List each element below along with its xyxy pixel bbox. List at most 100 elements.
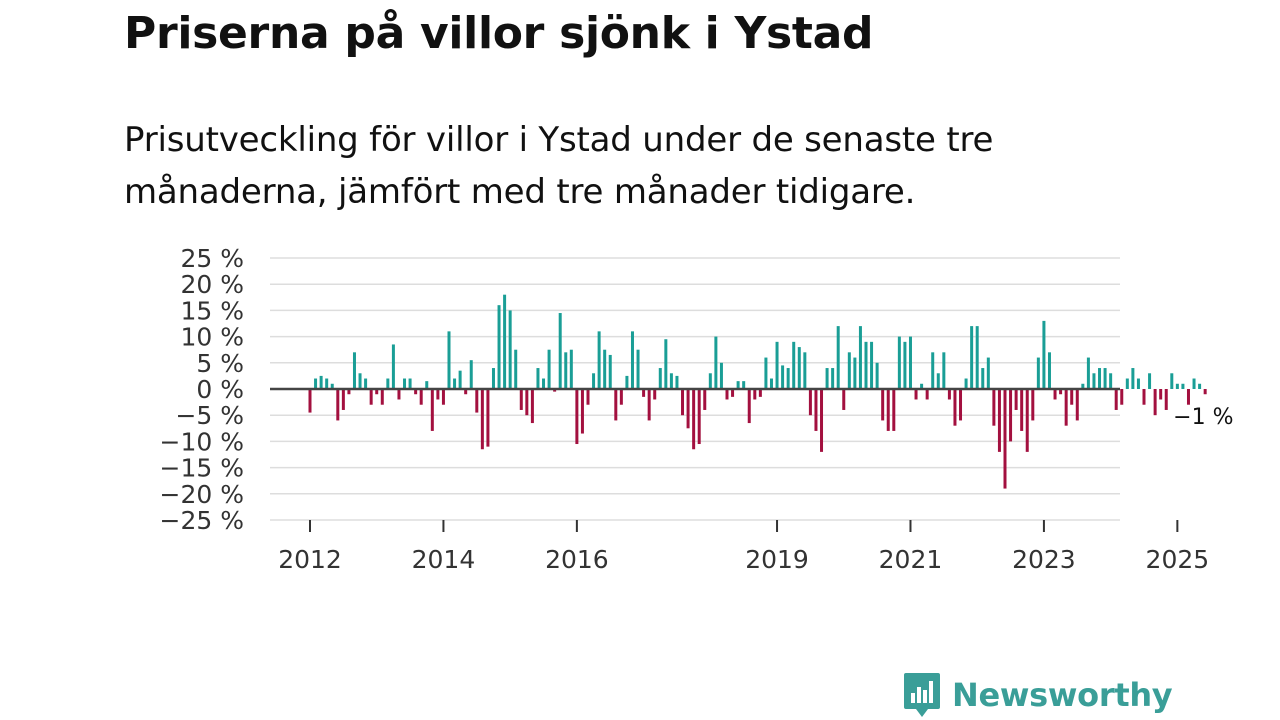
bar xyxy=(375,389,379,395)
y-tick-label: 10 % xyxy=(180,323,244,352)
y-tick-label: −20 % xyxy=(160,480,244,509)
bar xyxy=(419,389,423,405)
bar xyxy=(486,389,490,447)
bar xyxy=(497,305,501,389)
bar xyxy=(564,352,568,389)
bar xyxy=(781,365,785,389)
bar xyxy=(1148,373,1152,389)
bar xyxy=(619,389,623,405)
bar xyxy=(714,336,718,389)
y-tick-label: 20 % xyxy=(180,270,244,299)
bar xyxy=(558,313,562,389)
last-value-label: −1 % xyxy=(1173,405,1233,430)
bar xyxy=(814,389,818,431)
bar xyxy=(669,373,673,389)
bar xyxy=(1098,368,1102,389)
bar xyxy=(970,326,974,389)
bar xyxy=(742,381,746,389)
newsworthy-logo-icon xyxy=(904,673,940,717)
bar xyxy=(1042,320,1046,389)
y-axis: 25 %20 %15 %10 %5 %0 %−5 %−10 %−15 %−20 … xyxy=(160,244,244,535)
bar xyxy=(580,389,584,434)
bar xyxy=(1114,389,1118,410)
bar xyxy=(1009,389,1013,442)
bar xyxy=(842,389,846,410)
bar xyxy=(1014,389,1018,410)
bar xyxy=(325,378,329,389)
bar xyxy=(330,383,334,389)
bar xyxy=(975,326,979,389)
bar xyxy=(870,341,874,389)
bar xyxy=(319,375,323,389)
bar xyxy=(542,378,546,389)
bar xyxy=(886,389,890,431)
bar xyxy=(1164,389,1168,410)
bar xyxy=(858,326,862,389)
bar xyxy=(920,383,924,389)
bar xyxy=(469,360,473,389)
bar xyxy=(369,389,373,405)
bar xyxy=(825,368,829,389)
bar xyxy=(403,378,407,389)
bar xyxy=(1070,389,1074,405)
bar xyxy=(1025,389,1029,452)
x-tick-label: 2014 xyxy=(412,545,476,574)
y-tick-label: −25 % xyxy=(160,506,244,535)
bar xyxy=(731,389,735,397)
bar xyxy=(1125,378,1129,389)
bar xyxy=(997,389,1001,452)
bar xyxy=(441,389,445,405)
bar xyxy=(314,378,318,389)
bar xyxy=(1031,389,1035,421)
bar xyxy=(547,349,551,389)
bar xyxy=(681,389,685,416)
bar xyxy=(1170,373,1174,389)
bar xyxy=(797,347,801,389)
x-tick-label: 2019 xyxy=(745,545,809,574)
bar xyxy=(352,352,356,389)
chart-title: Priserna på villor sjönk i Ystad xyxy=(124,8,874,59)
bar xyxy=(464,389,468,395)
bar xyxy=(1059,389,1063,395)
bar xyxy=(747,389,751,424)
bar xyxy=(808,389,812,416)
bar xyxy=(664,339,668,389)
bar xyxy=(914,389,918,400)
bar xyxy=(836,326,840,389)
bar xyxy=(892,389,896,431)
bar xyxy=(592,373,596,389)
bar xyxy=(992,389,996,426)
bar xyxy=(586,389,590,405)
x-tick-label: 2023 xyxy=(1012,545,1076,574)
x-tick-label: 2016 xyxy=(545,545,609,574)
bar xyxy=(942,352,946,389)
bar xyxy=(475,389,479,413)
bar xyxy=(1086,357,1090,389)
y-tick-label: −15 % xyxy=(160,454,244,483)
bar xyxy=(864,341,868,389)
bar xyxy=(964,378,968,389)
bar xyxy=(1109,373,1113,389)
bar xyxy=(397,389,401,400)
bar xyxy=(847,352,851,389)
bar xyxy=(1020,389,1024,431)
bar xyxy=(1203,389,1207,395)
bar xyxy=(803,352,807,389)
bar xyxy=(708,373,712,389)
bar xyxy=(764,357,768,389)
bar xyxy=(614,389,618,421)
bar xyxy=(758,389,762,397)
bar xyxy=(1081,383,1085,389)
bar xyxy=(569,349,573,389)
bar xyxy=(358,373,362,389)
bar xyxy=(503,294,507,389)
bar xyxy=(792,341,796,389)
bar xyxy=(1075,389,1079,421)
bar xyxy=(697,389,701,445)
bar xyxy=(736,381,740,389)
y-tick-label: 25 % xyxy=(180,244,244,273)
bar xyxy=(1131,368,1135,389)
bar xyxy=(597,331,601,389)
bar xyxy=(853,357,857,389)
bar xyxy=(753,389,757,400)
